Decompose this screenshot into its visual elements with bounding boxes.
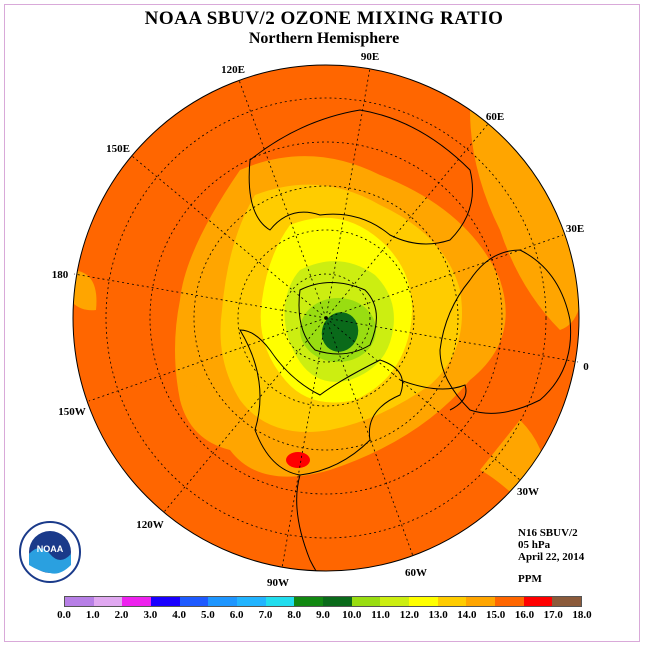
arctic-islands-outline <box>298 282 377 355</box>
colorbar-swatch <box>552 597 582 606</box>
colorbar-swatch <box>93 597 123 606</box>
colorbar-tick-label: 15.0 <box>486 609 506 621</box>
lon-label-150e: 150E <box>106 143 130 155</box>
colorbar-tick-label: 5.0 <box>201 609 215 621</box>
central-america-outline <box>296 474 361 571</box>
meridians <box>73 67 579 569</box>
colorbar-ticks: 0.0 1.0 2.0 3.0 4.0 5.0 6.0 7.0 8.0 9.0 10.0 11.0 12… <box>57 609 592 623</box>
colorbar-tick-label: 12.0 <box>399 609 419 621</box>
colorbar-tick-label: 0.0 <box>57 609 71 621</box>
meridian <box>281 317 327 569</box>
logo-wave <box>29 548 71 574</box>
colorbar-swatch <box>122 597 152 606</box>
colorbar-tick-label: 14.0 <box>457 609 477 621</box>
meridian <box>325 317 521 481</box>
logo-label: NOAA <box>37 544 64 554</box>
colorbar <box>64 596 582 607</box>
lon-label-60w: 60W <box>405 567 427 579</box>
map-border <box>72 64 580 572</box>
lat-circle <box>237 229 415 407</box>
info-units: PPM <box>518 573 542 585</box>
colorbar-swatch <box>265 597 295 606</box>
lon-label-60e: 60E <box>486 111 504 123</box>
coastlines <box>239 109 572 571</box>
lat-circle <box>105 97 547 539</box>
meridian <box>325 123 489 319</box>
colorbar-swatch <box>208 597 238 606</box>
lat-circle <box>149 141 503 495</box>
colorbar-swatch <box>495 597 524 606</box>
field-patch <box>73 270 97 311</box>
colorbar-swatch <box>237 597 266 606</box>
colorbar-tick-label: 11.0 <box>371 609 390 621</box>
field-patch <box>470 110 579 330</box>
colorbar-swatch <box>323 597 352 606</box>
colorbar-tick-label: 7.0 <box>258 609 273 621</box>
field-patch <box>286 452 310 468</box>
asia-outline <box>248 109 473 245</box>
lat-circle <box>193 185 459 451</box>
colorbar-swatch <box>380 597 410 606</box>
colorbar-tick-label: 4.0 <box>172 609 186 621</box>
figure-frame <box>4 4 640 642</box>
info-satellite: N16 SBUV/2 <box>518 527 578 539</box>
colorbar-tick-label: 3.0 <box>143 609 158 621</box>
colorbar-tick-label: 1.0 <box>85 609 100 621</box>
colorbar-swatch <box>437 597 467 606</box>
colorbar-tick-label: 6.0 <box>229 609 244 621</box>
colorbar-tick-label: 16.0 <box>514 609 535 621</box>
colorbar-tick-label: 2.0 <box>114 609 129 621</box>
lon-label-180: 180 <box>52 269 69 281</box>
colorbar-swatch <box>466 597 496 606</box>
lon-label-30e: 30E <box>566 223 584 235</box>
greenland-outline <box>399 379 467 411</box>
europe-africa-outline <box>439 249 572 414</box>
north-america-outline <box>239 329 403 476</box>
colorbar-swatch <box>351 597 381 606</box>
lon-label-120e: 120E <box>221 64 245 76</box>
colorbar-swatch <box>179 597 209 606</box>
latitude-circles <box>105 97 547 539</box>
lon-label-0: 0 <box>583 361 589 373</box>
colorbar-swatch <box>409 597 438 606</box>
noaa-logo: NOAA <box>19 521 81 583</box>
colorbar-swatch <box>65 597 94 606</box>
info-level: 05 hPa <box>518 539 551 551</box>
colorbar-tick-label: 13.0 <box>428 609 448 621</box>
meridian <box>88 317 327 402</box>
meridian <box>325 234 564 319</box>
colorbar-swatch <box>151 597 180 606</box>
colorbar-swatch <box>523 597 553 606</box>
page-title: NOAA SBUV/2 OZONE MIXING RATIO <box>144 8 504 29</box>
colorbar-tick-label: 9.0 <box>316 609 330 621</box>
colorbar-tick-label: 10.0 <box>342 609 362 621</box>
colorbar-tick-label: 17.0 <box>543 609 563 621</box>
colorbar-tick-label: 8.0 <box>287 609 302 621</box>
meridian <box>238 79 327 319</box>
lon-label-90e: 90E <box>361 51 379 63</box>
page-subtitle: Northern Hemisphere <box>248 30 400 47</box>
colorbar-swatch <box>294 597 324 606</box>
lon-label-30w: 30W <box>517 486 539 498</box>
meridian <box>325 67 371 319</box>
meridian <box>163 317 327 513</box>
meridian <box>131 155 327 319</box>
lon-label-150w: 150W <box>58 406 86 418</box>
colorbar-tick-label: 18.0 <box>572 609 592 621</box>
lat-circle <box>281 273 371 363</box>
lon-label-120w: 120W <box>136 519 164 531</box>
meridian <box>325 317 414 557</box>
info-date: April 22, 2014 <box>518 551 585 563</box>
lon-label-90w: 90W <box>267 577 289 589</box>
